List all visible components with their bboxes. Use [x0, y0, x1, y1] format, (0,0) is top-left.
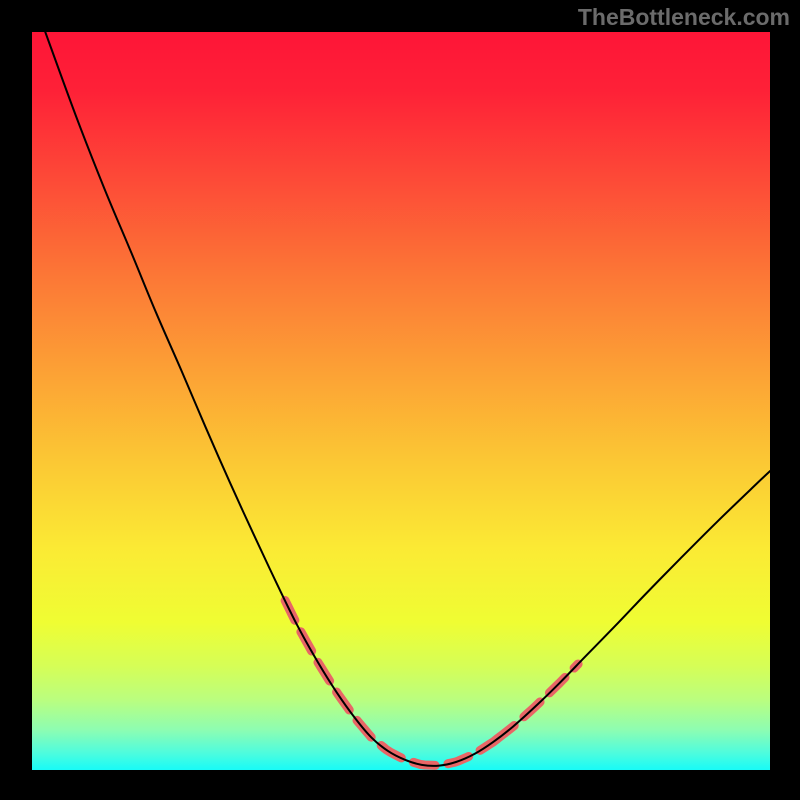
gradient-background	[32, 32, 770, 770]
chart-stage: TheBottleneck.com	[0, 0, 800, 800]
plot-area	[32, 32, 770, 770]
watermark-text: TheBottleneck.com	[578, 4, 790, 31]
